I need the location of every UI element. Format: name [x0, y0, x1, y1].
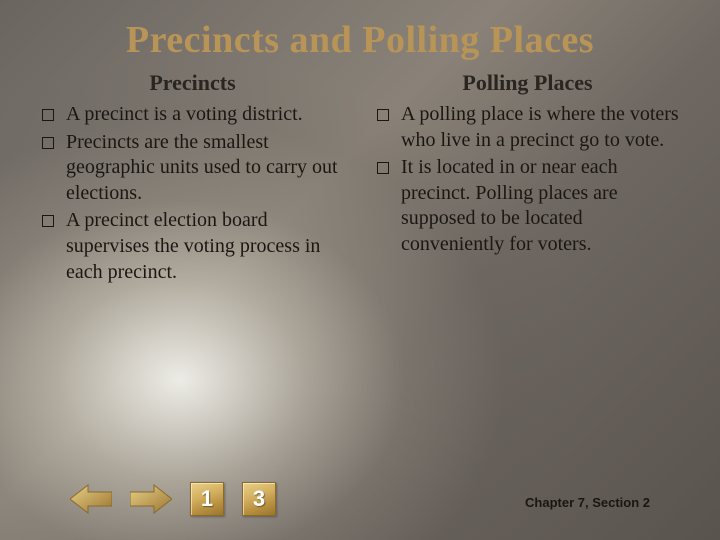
arrow-left-icon [70, 483, 112, 515]
content-columns: Precincts A precinct is a voting distric… [40, 70, 680, 287]
arrow-right-icon [130, 483, 172, 515]
nav-button-1[interactable]: 1 [190, 482, 224, 516]
nav-button-label: 1 [201, 486, 213, 512]
forward-arrow-button[interactable] [130, 483, 172, 515]
list-item: A polling place is where the voters who … [375, 102, 680, 153]
list-item: A precinct election board supervises the… [40, 208, 345, 285]
list-item: Precincts are the smallest geographic un… [40, 130, 345, 207]
bottom-navigation: 1 3 [70, 482, 276, 516]
footer-chapter-label: Chapter 7, Section 2 [525, 495, 650, 510]
nav-button-3[interactable]: 3 [242, 482, 276, 516]
right-subheading: Polling Places [375, 70, 680, 96]
slide-container: Precincts and Polling Places Precincts A… [0, 0, 720, 540]
list-item: It is located in or near each precinct. … [375, 155, 680, 257]
page-title: Precincts and Polling Places [40, 18, 680, 62]
nav-button-label: 3 [253, 486, 265, 512]
right-bullet-list: A polling place is where the voters who … [375, 102, 680, 258]
left-column: Precincts A precinct is a voting distric… [40, 70, 345, 287]
right-column: Polling Places A polling place is where … [375, 70, 680, 287]
left-subheading: Precincts [40, 70, 345, 96]
back-arrow-button[interactable] [70, 483, 112, 515]
list-item: A precinct is a voting district. [40, 102, 345, 128]
left-bullet-list: A precinct is a voting district. Precinc… [40, 102, 345, 285]
